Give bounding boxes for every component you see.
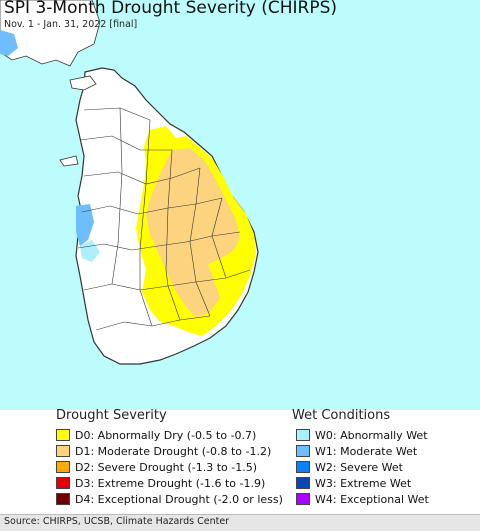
d2-swatch	[56, 461, 70, 473]
legend-label-w1: W1: Moderate Wet	[315, 444, 418, 458]
legend-item-d3: D3: Extreme Drought (-1.6 to -1.9)	[56, 476, 265, 490]
district-boundaries	[77, 107, 251, 331]
legend-item-w3: W3: Extreme Wet	[296, 476, 411, 490]
d1-swatch	[56, 445, 70, 457]
legend-item-w0: W0: Abnormally Wet	[296, 428, 428, 442]
legend-label-w2: W2: Severe Wet	[315, 460, 403, 474]
legend-item-d1: D1: Moderate Drought (-0.8 to -1.2)	[56, 444, 271, 458]
legend-label-d3: D3: Extreme Drought (-1.6 to -1.9)	[75, 476, 266, 490]
legend: Drought Severity Wet Conditions D0: Abno…	[0, 408, 480, 514]
mannar-island	[59, 155, 79, 167]
w4-swatch	[296, 493, 310, 505]
legend-item-d0: D0: Abnormally Dry (-0.5 to -0.7)	[56, 428, 256, 442]
legend-label-d1: D1: Moderate Drought (-0.8 to -1.2)	[75, 444, 272, 458]
map-title: SPI 3-Month Drought Severity (CHIRPS)	[4, 0, 338, 18]
w1-swatch	[296, 445, 310, 457]
legend-label-w3: W3: Extreme Wet	[315, 476, 412, 490]
d0-swatch	[56, 429, 70, 441]
jaffna-peninsula	[69, 75, 97, 91]
w1-region	[76, 204, 94, 246]
legend-label-d2: D2: Severe Drought (-1.3 to -1.5)	[75, 460, 258, 474]
legend-item-w1: W1: Moderate Wet	[296, 444, 417, 458]
w3-swatch	[296, 477, 310, 489]
legend-label-w4: W4: Exceptional Wet	[315, 492, 429, 506]
india-coast	[0, 0, 101, 67]
india-wet-patch	[0, 30, 18, 56]
legend-label-w0: W0: Abnormally Wet	[315, 428, 428, 442]
footer-bar: Source: CHIRPS, UCSB, Climate Hazards Ce…	[0, 514, 480, 531]
legend-item-w4: W4: Exceptional Wet	[296, 492, 429, 506]
map-subtitle: Nov. 1 - Jan. 31, 2022 [final]	[4, 19, 138, 30]
legend-item-d2: D2: Severe Drought (-1.3 to -1.5)	[56, 460, 257, 474]
source-credit: Source: CHIRPS, UCSB, Climate Hazards Ce…	[4, 516, 230, 527]
w2-swatch	[296, 461, 310, 473]
legend-item-w2: W2: Severe Wet	[296, 460, 403, 474]
legend-label-d0: D0: Abnormally Dry (-0.5 to -0.7)	[75, 428, 257, 442]
legend-label-d4: D4: Exceptional Drought (-2.0 or less)	[75, 492, 283, 506]
w0-swatch	[296, 429, 310, 441]
wet-legend-title: Wet Conditions	[292, 408, 391, 423]
d3-swatch	[56, 477, 70, 489]
legend-item-d4: D4: Exceptional Drought (-2.0 or less)	[56, 492, 283, 506]
drought-map	[0, 0, 480, 410]
d4-swatch	[56, 493, 70, 505]
drought-legend-title: Drought Severity	[56, 408, 167, 423]
